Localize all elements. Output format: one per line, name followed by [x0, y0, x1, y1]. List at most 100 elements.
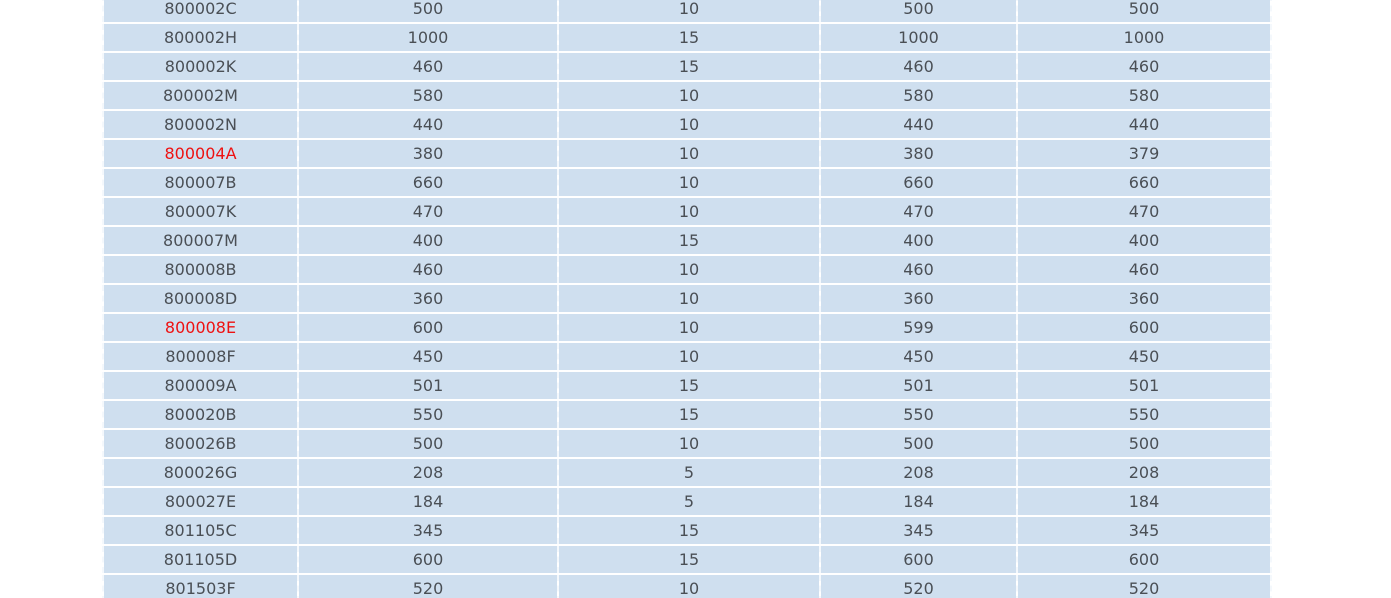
cell-value-4: 600: [1016, 544, 1272, 574]
cell-value-2: 10: [557, 167, 821, 197]
cell-item-code: 800002N: [102, 109, 299, 139]
table-row: 800007B 660 10 660 660: [102, 167, 1272, 197]
cell-value-3: 600: [819, 544, 1018, 574]
cell-value-2: 10: [557, 196, 821, 226]
cell-item-code: 800002M: [102, 80, 299, 110]
cell-value-4: 660: [1016, 167, 1272, 197]
cell-item-code: 800026B: [102, 428, 299, 458]
cell-value-4: 460: [1016, 254, 1272, 284]
cell-value-1: 345: [297, 515, 559, 545]
table-row: 800002K 460 15 460 460: [102, 51, 1272, 81]
cell-value-3: 520: [819, 573, 1018, 598]
cell-item-code: 800007B: [102, 167, 299, 197]
cell-value-3: 580: [819, 80, 1018, 110]
cell-value-1: 580: [297, 80, 559, 110]
table-row: 800008F 450 10 450 450: [102, 341, 1272, 371]
inventory-table-container: 800002C 500 10 500 500 800002H 1000 15 1000 1000 8…: [102, 0, 1272, 598]
cell-value-3: 380: [819, 138, 1018, 168]
cell-value-3: 500: [819, 428, 1018, 458]
cell-value-1: 500: [297, 428, 559, 458]
cell-value-2: 5: [557, 486, 821, 516]
cell-value-2: 10: [557, 428, 821, 458]
cell-value-1: 501: [297, 370, 559, 400]
cell-item-code: 800008D: [102, 283, 299, 313]
cell-item-code: 800007K: [102, 196, 299, 226]
cell-item-code: 801503F: [102, 573, 299, 598]
cell-value-1: 400: [297, 225, 559, 255]
table-row: 800008B 460 10 460 460: [102, 254, 1272, 284]
cell-value-2: 10: [557, 138, 821, 168]
cell-value-4: 345: [1016, 515, 1272, 545]
table-row: 800004A 380 10 380 379: [102, 138, 1272, 168]
cell-value-3: 599: [819, 312, 1018, 342]
cell-value-4: 450: [1016, 341, 1272, 371]
cell-value-1: 450: [297, 341, 559, 371]
cell-value-4: 440: [1016, 109, 1272, 139]
cell-value-1: 440: [297, 109, 559, 139]
cell-item-code: 801105D: [102, 544, 299, 574]
cell-value-2: 15: [557, 544, 821, 574]
cell-item-code: 800008E: [102, 312, 299, 342]
table-row: 800009A 501 15 501 501: [102, 370, 1272, 400]
cell-value-1: 208: [297, 457, 559, 487]
cell-value-2: 10: [557, 109, 821, 139]
cell-item-code: 800026G: [102, 457, 299, 487]
cell-value-4: 1000: [1016, 22, 1272, 52]
cell-value-4: 360: [1016, 283, 1272, 313]
table-row: 800002N 440 10 440 440: [102, 109, 1272, 139]
cell-value-2: 10: [557, 80, 821, 110]
cell-value-2: 10: [557, 0, 821, 23]
cell-item-code: 800027E: [102, 486, 299, 516]
cell-value-1: 460: [297, 51, 559, 81]
cell-value-4: 470: [1016, 196, 1272, 226]
table-row: 800026G 208 5 208 208: [102, 457, 1272, 487]
cell-value-2: 10: [557, 341, 821, 371]
table-row: 800020B 550 15 550 550: [102, 399, 1272, 429]
cell-value-1: 460: [297, 254, 559, 284]
cell-value-4: 500: [1016, 428, 1272, 458]
cell-value-4: 520: [1016, 573, 1272, 598]
cell-item-code: 800004A: [102, 138, 299, 168]
table-row: 800026B 500 10 500 500: [102, 428, 1272, 458]
cell-item-code: 800008F: [102, 341, 299, 371]
cell-value-1: 600: [297, 312, 559, 342]
table-row: 800008E 600 10 599 600: [102, 312, 1272, 342]
cell-value-1: 500: [297, 0, 559, 23]
cell-value-3: 360: [819, 283, 1018, 313]
cell-value-1: 550: [297, 399, 559, 429]
cell-value-2: 10: [557, 254, 821, 284]
cell-value-2: 10: [557, 283, 821, 313]
cell-value-4: 460: [1016, 51, 1272, 81]
cell-value-1: 600: [297, 544, 559, 574]
cell-value-2: 15: [557, 225, 821, 255]
table-row: 801105D 600 15 600 600: [102, 544, 1272, 574]
cell-value-1: 1000: [297, 22, 559, 52]
table-row: 800008D 360 10 360 360: [102, 283, 1272, 313]
cell-value-4: 580: [1016, 80, 1272, 110]
cell-value-4: 550: [1016, 399, 1272, 429]
cell-value-1: 520: [297, 573, 559, 598]
table-row: 801503F 520 10 520 520: [102, 573, 1272, 598]
cell-value-3: 500: [819, 0, 1018, 23]
cell-item-code: 800008B: [102, 254, 299, 284]
cell-value-2: 15: [557, 370, 821, 400]
cell-value-3: 450: [819, 341, 1018, 371]
cell-value-4: 400: [1016, 225, 1272, 255]
cell-value-1: 360: [297, 283, 559, 313]
cell-value-4: 184: [1016, 486, 1272, 516]
cell-value-4: 379: [1016, 138, 1272, 168]
table-row: 800002H 1000 15 1000 1000: [102, 22, 1272, 52]
cell-value-4: 501: [1016, 370, 1272, 400]
cell-value-3: 460: [819, 51, 1018, 81]
cell-value-2: 10: [557, 573, 821, 598]
cell-value-4: 600: [1016, 312, 1272, 342]
cell-value-3: 1000: [819, 22, 1018, 52]
cell-item-code: 800020B: [102, 399, 299, 429]
cell-value-4: 500: [1016, 0, 1272, 23]
cell-value-2: 15: [557, 515, 821, 545]
cell-value-3: 440: [819, 109, 1018, 139]
table-row: 801105C 345 15 345 345: [102, 515, 1272, 545]
cell-item-code: 800007M: [102, 225, 299, 255]
cell-item-code: 801105C: [102, 515, 299, 545]
cell-item-code: 800002K: [102, 51, 299, 81]
